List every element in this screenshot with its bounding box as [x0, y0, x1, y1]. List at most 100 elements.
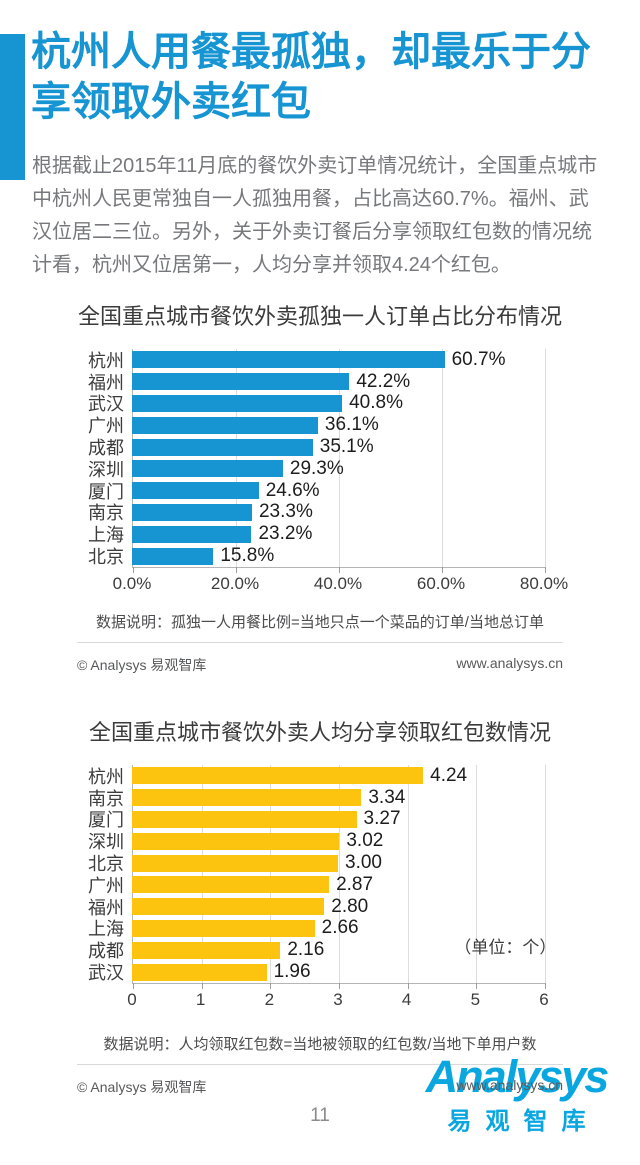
gridline — [442, 349, 443, 567]
bar — [132, 503, 252, 521]
gridline — [407, 765, 409, 983]
title-accent-bar — [0, 34, 25, 180]
gridline — [201, 765, 203, 983]
axis-tick-label: 0 — [127, 990, 137, 1009]
bar-row: 成都 35.1% — [74, 436, 544, 458]
bar — [132, 525, 252, 543]
value-label: 1.96 — [273, 961, 311, 983]
value-label: 4.24 — [430, 764, 468, 786]
chart-title: 全国重点城市餐饮外卖人均分享领取红包数情况 — [88, 720, 551, 745]
axis-tick — [270, 983, 272, 989]
bar — [132, 789, 362, 807]
bar-track: 40.8% — [132, 392, 544, 414]
website-link[interactable]: www.analysys.cn — [456, 1077, 563, 1093]
bar-row: 上海 2.66 — [74, 917, 544, 939]
axis-tick-label: 60.0% — [416, 574, 466, 593]
page-title: 杭州人用餐最孤独，却最乐于分 享领取外卖红包 — [31, 27, 612, 127]
category-label: 厦门 — [88, 810, 124, 831]
bar-track: 2.87 — [132, 874, 544, 895]
bar-track: 2.66 — [132, 917, 544, 939]
bar — [132, 919, 315, 937]
bar-track: 24.6% — [132, 479, 544, 501]
category-label: 成都 — [88, 438, 124, 459]
value-label: 2.80 — [331, 895, 369, 917]
bar-row: 北京 15.8% — [74, 545, 544, 567]
copyright-text: © Analysys 易观智库 — [77, 1079, 207, 1095]
bar-track: 3.27 — [132, 808, 544, 830]
axis-tick — [476, 983, 478, 989]
bar-track: 2.80 — [132, 895, 544, 917]
category-label: 成都 — [88, 941, 124, 962]
bar-rows: 杭州 60.7% 福州 42.2% 武汉 40.8% 广州 36.1% 成都 35.1% 深圳 29.… — [74, 349, 544, 567]
analysys-logo-chinese: 易观智库 — [447, 1108, 600, 1135]
value-label: 60.7% — [451, 348, 506, 370]
bar-chart-lonely-orders: 杭州 60.7% 福州 42.2% 武汉 40.8% 广州 36.1% 成都 35.1% 深圳 29.… — [74, 349, 568, 595]
bar — [132, 394, 343, 412]
analysys-logo: Analysys 易观智库 — [409, 1053, 624, 1136]
category-label: 深圳 — [88, 459, 124, 480]
bar — [132, 482, 259, 500]
value-label: 36.1% — [324, 414, 379, 436]
category-label: 北京 — [88, 854, 124, 875]
bar — [132, 767, 424, 785]
bar — [132, 438, 313, 456]
gridline — [545, 765, 546, 983]
axis-tick-label: 1 — [195, 990, 206, 1009]
bar — [132, 810, 357, 828]
category-label: 南京 — [88, 503, 124, 524]
value-label: 2.66 — [321, 917, 359, 939]
page-number: 11 — [310, 1105, 330, 1126]
category-label: 南京 — [88, 788, 124, 809]
value-label: 2.16 — [287, 939, 325, 961]
bar-track: 60.7% — [132, 348, 544, 370]
value-label: 3.34 — [368, 786, 406, 808]
bar-track: 23.3% — [132, 501, 544, 522]
value-label: 3.02 — [346, 830, 384, 852]
axis-tick — [236, 567, 237, 573]
bar-row: 深圳 29.3% — [74, 458, 544, 480]
axis-tick — [442, 567, 443, 573]
value-label: 42.2% — [356, 370, 411, 392]
bar-chart-redpacket: （单位：个） 杭州 4.24 南京 3.34 厦门 3.27 深圳 3.02 北京 3.00 广州 2.… — [74, 765, 556, 1011]
bar-row: 深圳 3.02 — [74, 830, 544, 852]
value-label: 3.27 — [363, 808, 401, 830]
plot-area: （单位：个） — [132, 765, 556, 989]
category-label: 武汉 — [88, 963, 124, 984]
intro-paragraph: 根据截止2015年11月底的餐饮外卖订单情况统计，全国重点城市中杭州人民更常独自… — [32, 155, 598, 276]
category-label: 上海 — [88, 525, 124, 546]
bar — [132, 373, 350, 391]
category-label: 杭州 — [88, 350, 124, 371]
bar-track: 1.96 — [132, 961, 544, 983]
page-title-line1: 杭州人用餐最孤独，却最乐于分 — [31, 30, 591, 74]
bar-track: 3.00 — [132, 852, 544, 873]
page-title-line2: 享领取外卖红包 — [31, 80, 311, 124]
bar-row: 成都 2.16 — [74, 939, 544, 961]
website-link[interactable]: www.analysys.cn — [456, 655, 563, 671]
category-label: 广州 — [88, 875, 124, 896]
bar-track: 15.8% — [132, 545, 544, 567]
bar — [132, 898, 325, 916]
bar-row: 武汉 40.8% — [74, 392, 544, 414]
value-label: 35.1% — [319, 436, 374, 458]
category-label: 深圳 — [88, 832, 124, 853]
axis-tick-label: 20.0% — [210, 574, 260, 593]
copyright-text: © Analysys 易观智库 — [77, 657, 207, 673]
category-label: 厦门 — [88, 481, 124, 502]
bar-track: 3.02 — [132, 830, 544, 852]
bar-row: 北京 3.00 — [74, 852, 544, 874]
bar — [132, 832, 340, 850]
value-label: 24.6% — [265, 479, 320, 501]
bar-track: 35.1% — [132, 436, 544, 458]
bar-row: 广州 36.1% — [74, 414, 544, 436]
value-label: 15.8% — [220, 545, 275, 567]
category-label: 北京 — [88, 547, 124, 568]
category-label: 福州 — [88, 897, 124, 918]
axis-tick — [339, 567, 340, 573]
bar-rows: 杭州 4.24 南京 3.34 厦门 3.27 深圳 3.02 北京 3.00 广州 2.87 福州 2.… — [74, 765, 544, 983]
axis-tick-label: 5 — [470, 990, 481, 1009]
bar-row: 厦门 24.6% — [74, 479, 544, 502]
value-label: 40.8% — [349, 392, 403, 414]
x-axis: 0.0% 20.0% 40.0% 60.0% 80.0% — [113, 574, 568, 595]
page-footer: © Analysys 易观智库 www.analysys.cn — [77, 1077, 563, 1097]
x-axis: 0 1 2 3 4 5 6 — [127, 990, 548, 1011]
